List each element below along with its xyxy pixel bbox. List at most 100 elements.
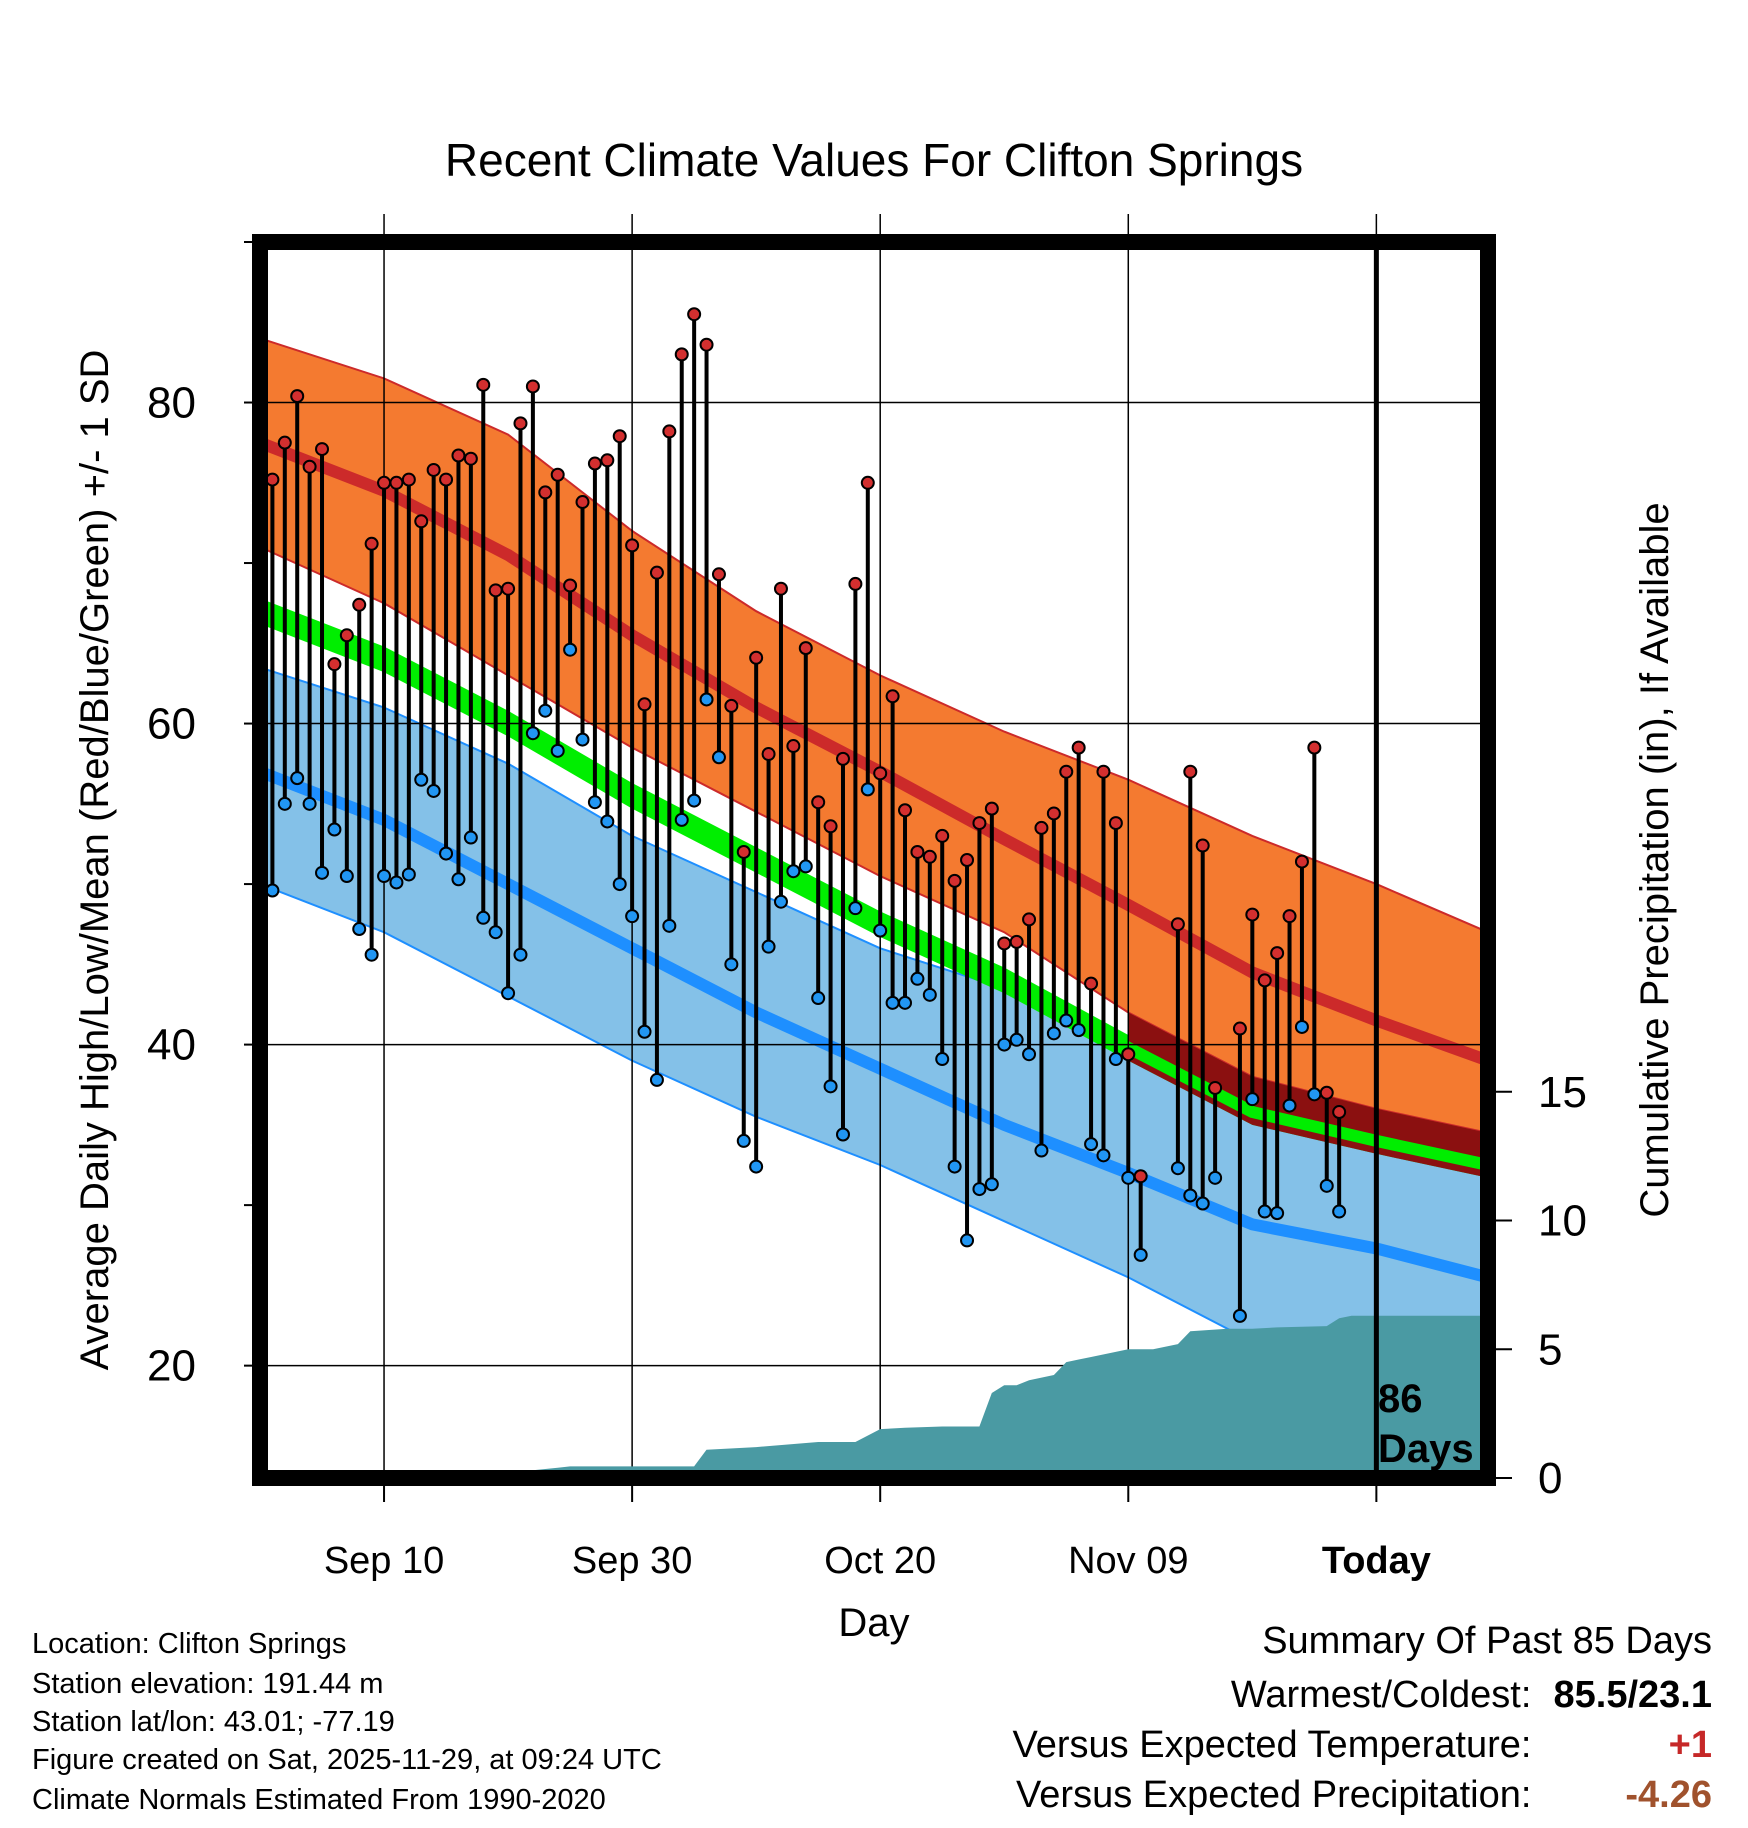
daily-low-point (389, 875, 404, 890)
daily-low-point (811, 991, 826, 1006)
daily-low-point (773, 894, 788, 909)
summary-precip-label: Versus Expected Precipitation: (1016, 1774, 1532, 1816)
daily-low-point (1170, 1161, 1185, 1176)
daily-high-point (265, 472, 280, 487)
daily-high-point (1294, 854, 1309, 869)
daily-low-point (1208, 1170, 1223, 1185)
daily-low-point (885, 995, 900, 1010)
daily-low-point (1270, 1206, 1285, 1221)
today-days-unit: Days (1378, 1427, 1474, 1471)
daily-high-point (848, 576, 863, 591)
daily-low-point (1282, 1098, 1297, 1113)
summary-temp-value: +1 (1668, 1724, 1712, 1766)
daily-low-point (501, 986, 516, 1001)
daily-low-point (1257, 1204, 1272, 1219)
daily-high-point (612, 429, 627, 444)
daily-low-point (898, 995, 913, 1010)
daily-high-point (711, 567, 726, 582)
y-tick-label-20: 20 (147, 1342, 196, 1391)
daily-low-point (674, 812, 689, 827)
plot-frame (252, 234, 1496, 1486)
daily-low-point (339, 869, 354, 884)
daily-low-point (600, 814, 615, 829)
daily-high-point (1071, 740, 1086, 755)
daily-low-point (488, 925, 503, 940)
daily-low-point (401, 867, 416, 882)
x-tick-label: Nov 09 (1068, 1540, 1188, 1582)
daily-high-point (835, 751, 850, 766)
daily-low-point (1195, 1196, 1210, 1211)
daily-high-point (1046, 806, 1061, 821)
daily-high-point (525, 379, 540, 394)
daily-high-point (513, 416, 528, 431)
daily-high-point (426, 462, 441, 477)
daily-low-point (1133, 1247, 1148, 1262)
daily-high-point (327, 657, 342, 672)
precip-cumulative (260, 1315, 1488, 1478)
daily-high-point (389, 475, 404, 490)
daily-high-point (1195, 838, 1210, 853)
daily-high-point (1257, 973, 1272, 988)
daily-low-point (476, 910, 491, 925)
daily-low-point (538, 703, 553, 718)
daily-low-point (426, 783, 441, 798)
daily-high-point (1059, 764, 1074, 779)
daily-high-point (823, 819, 838, 834)
summary-warmest-label: Warmest/Coldest: (1230, 1674, 1532, 1716)
daily-high-point (1319, 1085, 1334, 1100)
daily-low-point (1059, 1013, 1074, 1028)
daily-high-point (910, 844, 925, 859)
daily-low-point (1332, 1204, 1347, 1219)
daily-high-point (302, 459, 317, 474)
summary-precipitation: Versus Expected Precipitation: -4.26 (1016, 1774, 1712, 1817)
daily-low-point (724, 957, 739, 972)
daily-high-point (1170, 917, 1185, 932)
summary-temperature: Versus Expected Temperature: +1 (1013, 1724, 1712, 1767)
daily-high-point (1183, 764, 1198, 779)
daily-high-point (699, 337, 714, 352)
daily-low-point (860, 782, 875, 797)
daily-high-point (1084, 976, 1099, 991)
daily-low-point (947, 1159, 962, 1174)
daily-high-point (538, 485, 553, 500)
chart-title: Recent Climate Values For Clifton Spring… (445, 134, 1303, 186)
daily-high-point (315, 442, 330, 457)
daily-high-point (873, 766, 888, 781)
daily-low-point (1022, 1047, 1037, 1062)
daily-low-point (612, 877, 627, 892)
today-days-number: 86 (1378, 1377, 1423, 1421)
daily-low-point (1121, 1170, 1136, 1185)
x-tick-label: Sep 30 (572, 1540, 692, 1582)
daily-high-point (377, 475, 392, 490)
daily-low-point (637, 1024, 652, 1039)
daily-low-point (699, 692, 714, 707)
daily-low-point (997, 1037, 1012, 1052)
daily-high-point (960, 853, 975, 867)
daily-high-point (1009, 934, 1024, 949)
daily-low-point (761, 939, 776, 954)
daily-low-point (587, 795, 602, 810)
daily-high-point (364, 536, 379, 551)
daily-high-point (972, 816, 987, 831)
daily-high-point (1096, 764, 1111, 779)
daily-high-point (476, 377, 491, 392)
daily-low-point (749, 1159, 764, 1174)
daily-high-point (1332, 1105, 1347, 1120)
daily-high-point (761, 747, 776, 762)
daily-low-point (625, 909, 640, 924)
daily-high-point (1121, 1047, 1136, 1062)
y-tick-label-80: 80 (147, 379, 196, 428)
daily-low-point (960, 1233, 975, 1248)
daily-low-point (352, 922, 367, 937)
daily-high-point (1270, 946, 1285, 961)
daily-low-point (1034, 1143, 1049, 1158)
daily-high-point (798, 641, 813, 656)
daily-high-point (277, 435, 292, 450)
x-axis-label: Day (838, 1601, 909, 1645)
daily-high-point (414, 514, 429, 529)
daily-high-point (625, 538, 640, 553)
daily-low-point (1294, 1019, 1309, 1034)
y-tick-label-60: 60 (147, 700, 196, 749)
daily-low-point (1232, 1308, 1247, 1323)
